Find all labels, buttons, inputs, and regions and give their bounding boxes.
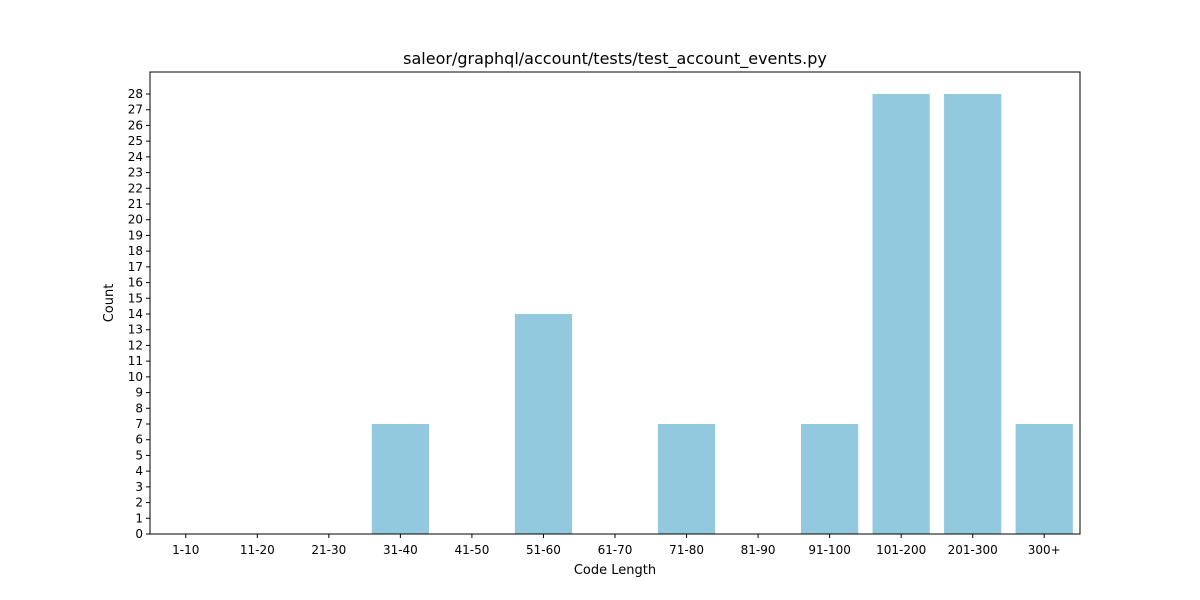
y-tick-label: 19 [128,228,143,242]
y-tick-label: 18 [128,244,143,258]
x-tick-label: 51-60 [526,543,561,557]
y-tick-label: 28 [128,87,143,101]
y-tick-label: 12 [128,338,143,352]
bar-31-40 [371,424,429,534]
y-tick-label: 15 [128,291,143,305]
y-tick-label: 14 [128,307,143,321]
chart-title: saleor/graphql/account/tests/test_accoun… [403,49,827,69]
x-tick-label: 41-50 [454,543,489,557]
y-axis: 0123456789101112131415161718192021222324… [128,87,150,541]
x-tick-label: 300+ [1028,543,1061,557]
y-tick-label: 25 [128,134,143,148]
x-tick-label: 101-200 [876,543,926,557]
y-tick-label: 11 [128,354,143,368]
x-tick-label: 21-30 [311,543,346,557]
bars-group [371,94,1073,534]
plot-frame [149,71,1081,535]
x-axis: 1-10 11-20 21-30 31-40 41-50 51-60 61-70 71-80 8… [172,534,1061,557]
bar-201-300 [944,94,1002,534]
y-tick-label: 1 [135,511,143,525]
y-tick-label: 16 [128,276,143,290]
y-tick-label: 0 [135,527,143,541]
bar-300+ [1015,424,1073,534]
y-tick-label: 24 [128,150,143,164]
y-tick-label: 4 [135,464,143,478]
y-tick-label: 13 [128,323,143,337]
y-tick-label: 5 [135,448,143,462]
y-tick-label: 9 [135,386,143,400]
y-tick-label: 22 [128,181,143,195]
bar-101-200 [872,94,930,534]
y-tick-label: 23 [128,166,143,180]
x-tick-label: 1-10 [172,543,199,557]
x-tick-label: 201-300 [948,543,998,557]
y-tick-label: 8 [135,401,143,415]
x-axis-label: Code Length [574,563,656,578]
x-tick-label: 71-80 [669,543,704,557]
y-tick-label: 26 [128,118,143,132]
x-tick-label: 81-90 [741,543,776,557]
y-tick-label: 6 [135,433,143,447]
x-tick-label: 61-70 [598,543,633,557]
y-tick-label: 21 [128,197,143,211]
y-tick-label: 3 [135,480,143,494]
y-tick-label: 20 [128,213,143,227]
x-tick-label: 91-100 [808,543,851,557]
x-tick-label: 11-20 [240,543,275,557]
y-axis-label: Count [102,284,117,323]
y-tick-label: 2 [135,496,143,510]
x-tick-label: 31-40 [383,543,418,557]
bar-91-100 [801,424,859,534]
y-tick-label: 27 [128,103,143,117]
y-tick-label: 10 [128,370,143,384]
bar-51-60 [514,314,573,534]
y-tick-label: 7 [135,417,143,431]
bar-71-80 [657,424,716,534]
y-tick-label: 17 [128,260,143,274]
